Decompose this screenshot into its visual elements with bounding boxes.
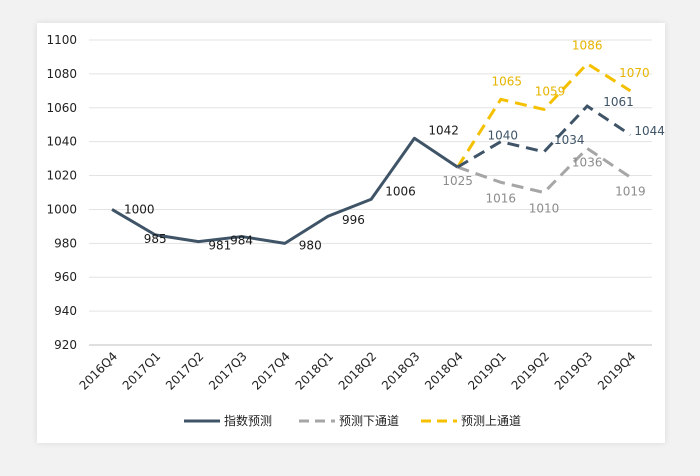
x-axis-ticks: 2016Q4 2017Q1 2017Q2 2017Q3 2017Q4 2018Q1 2018… — [77, 349, 639, 393]
y-tick-label: 1080 — [46, 67, 77, 81]
chart-card: 920 940 960 980 1000 1020 1040 1060 1080 1100 201… — [37, 23, 665, 443]
y-tick-label: 980 — [54, 236, 77, 250]
data-label: 1040 — [488, 129, 519, 143]
series-line — [456, 104, 632, 169]
y-tick-label: 1040 — [46, 135, 77, 149]
x-tick-label: 2019Q4 — [595, 349, 639, 393]
data-label: 1044 — [634, 124, 665, 138]
data-label: 1070 — [619, 66, 650, 80]
legend-label: 预测上通道 — [461, 414, 521, 428]
data-label: 1010 — [529, 202, 560, 216]
y-tick-label: 1020 — [46, 169, 77, 183]
x-tick-label: 2019Q1 — [465, 349, 509, 393]
data-label: 984 — [230, 234, 253, 248]
data-label: 1025 — [442, 174, 473, 188]
data-label: 980 — [299, 238, 322, 252]
data-label: 1019 — [615, 184, 646, 198]
data-label: 1065 — [492, 74, 523, 88]
data-label: 1034 — [554, 133, 585, 147]
x-tick-label: 2017Q4 — [249, 349, 293, 393]
series-line — [456, 62, 632, 168]
data-label: 1006 — [385, 184, 416, 198]
data-label: 985 — [144, 232, 167, 246]
data-label: 1036 — [572, 155, 603, 169]
series-lines — [111, 62, 632, 245]
x-tick-label: 2018Q2 — [336, 349, 380, 393]
data-label: 1042 — [428, 123, 459, 137]
data-label: 1061 — [603, 95, 634, 109]
y-tick-label: 1000 — [46, 202, 77, 216]
gridlines — [89, 39, 652, 346]
series-line — [457, 146, 632, 194]
y-tick-label: 1060 — [46, 101, 77, 115]
series-line — [111, 136, 459, 245]
legend: 指数预测 预测下通道 预测上通道 — [184, 413, 521, 428]
legend-label: 指数预测 — [224, 413, 272, 428]
x-tick-label: 2017Q1 — [120, 349, 164, 393]
x-tick-label: 2018Q3 — [379, 349, 423, 393]
y-tick-label: 1100 — [46, 33, 77, 47]
y-tick-label: 960 — [54, 270, 77, 284]
x-tick-label: 2018Q1 — [293, 349, 337, 393]
data-label: 1000 — [124, 202, 155, 216]
y-axis-ticks: 920 940 960 980 1000 1020 1040 1060 1080 1100 — [46, 33, 77, 352]
x-tick-label: 2018Q4 — [422, 349, 466, 393]
data-label: 1059 — [535, 84, 566, 98]
y-tick-label: 920 — [54, 338, 77, 352]
y-tick-label: 940 — [54, 304, 77, 318]
x-tick-label: 2017Q3 — [206, 349, 250, 393]
x-tick-label: 2019Q2 — [509, 349, 553, 393]
x-tick-label: 2017Q2 — [163, 349, 207, 393]
data-label: 1016 — [486, 191, 517, 205]
data-label: 981 — [208, 239, 231, 253]
data-label: 1086 — [572, 39, 603, 53]
data-label: 996 — [342, 213, 365, 227]
legend-label: 预测下通道 — [339, 414, 399, 428]
x-tick-label: 2019Q3 — [552, 349, 596, 393]
line-chart: 920 940 960 980 1000 1020 1040 1060 1080 1100 201… — [46, 33, 665, 428]
x-tick-label: 2016Q4 — [77, 349, 121, 393]
